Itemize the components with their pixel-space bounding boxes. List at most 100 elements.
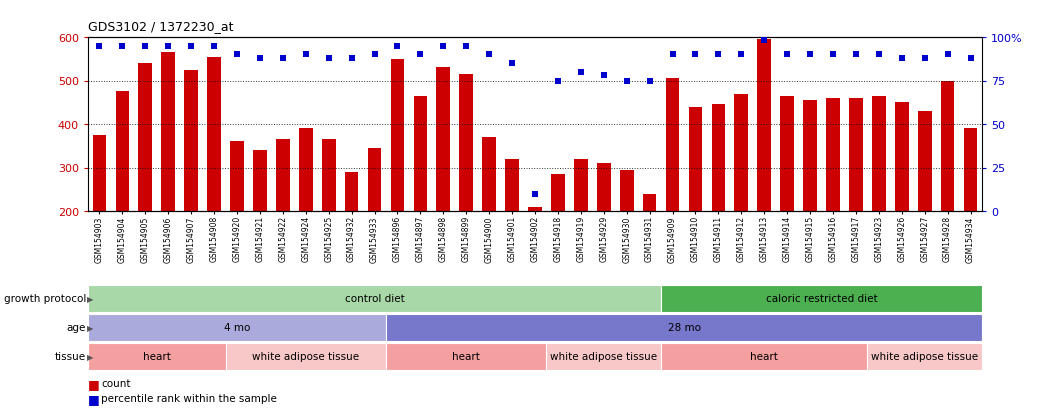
Point bbox=[572, 69, 589, 76]
Text: ■: ■ bbox=[88, 392, 100, 405]
Bar bbox=[386, 314, 982, 341]
Bar bbox=[620, 170, 634, 211]
Text: white adipose tissue: white adipose tissue bbox=[551, 351, 657, 362]
Bar bbox=[88, 343, 225, 370]
Bar bbox=[225, 343, 386, 370]
Point bbox=[917, 55, 933, 62]
Text: ▶: ▶ bbox=[87, 294, 93, 303]
Text: GDS3102 / 1372230_at: GDS3102 / 1372230_at bbox=[88, 20, 233, 33]
Point bbox=[779, 52, 795, 59]
Bar bbox=[941, 81, 954, 211]
Bar bbox=[867, 343, 982, 370]
Point bbox=[824, 52, 841, 59]
Bar bbox=[437, 68, 450, 211]
Point bbox=[504, 61, 521, 67]
Bar bbox=[872, 97, 886, 211]
Point bbox=[229, 52, 246, 59]
Bar bbox=[711, 105, 725, 211]
Text: 28 mo: 28 mo bbox=[668, 323, 701, 333]
Point bbox=[458, 43, 475, 50]
Bar bbox=[162, 53, 175, 211]
Text: heart: heart bbox=[143, 351, 171, 362]
Bar bbox=[597, 164, 611, 211]
Bar bbox=[88, 314, 386, 341]
Bar bbox=[88, 285, 661, 312]
Point bbox=[962, 55, 979, 62]
Point bbox=[733, 52, 750, 59]
Bar bbox=[414, 97, 427, 211]
Point bbox=[389, 43, 405, 50]
Point bbox=[665, 52, 681, 59]
Point bbox=[641, 78, 657, 85]
Bar bbox=[804, 101, 817, 211]
Bar bbox=[963, 129, 978, 211]
Bar bbox=[826, 99, 840, 211]
Bar bbox=[551, 175, 565, 211]
Text: count: count bbox=[101, 378, 131, 388]
Text: caloric restricted diet: caloric restricted diet bbox=[765, 294, 877, 304]
Text: white adipose tissue: white adipose tissue bbox=[252, 351, 360, 362]
Bar bbox=[185, 71, 198, 211]
Point bbox=[940, 52, 956, 59]
Bar bbox=[459, 75, 473, 211]
Point bbox=[688, 52, 704, 59]
Point bbox=[618, 78, 635, 85]
Text: growth protocol: growth protocol bbox=[3, 294, 86, 304]
Bar bbox=[643, 194, 656, 211]
Point bbox=[870, 52, 887, 59]
Text: age: age bbox=[66, 323, 86, 333]
Bar bbox=[482, 138, 496, 211]
Bar bbox=[689, 107, 702, 211]
Text: heart: heart bbox=[751, 351, 778, 362]
Point bbox=[320, 55, 337, 62]
Point bbox=[527, 191, 543, 197]
Point bbox=[275, 55, 291, 62]
Point bbox=[298, 52, 314, 59]
Bar bbox=[230, 142, 244, 211]
Point bbox=[252, 55, 269, 62]
Point bbox=[160, 43, 176, 50]
Bar bbox=[253, 151, 267, 211]
Bar bbox=[92, 135, 107, 211]
Bar bbox=[661, 343, 867, 370]
Point bbox=[412, 52, 428, 59]
Text: ▶: ▶ bbox=[87, 352, 93, 361]
Point bbox=[205, 43, 222, 50]
Bar bbox=[895, 103, 908, 211]
Point bbox=[137, 43, 153, 50]
Point bbox=[91, 43, 108, 50]
Point bbox=[435, 43, 451, 50]
Point bbox=[343, 55, 360, 62]
Point bbox=[183, 43, 199, 50]
Text: tissue: tissue bbox=[55, 351, 86, 362]
Bar bbox=[505, 159, 518, 211]
Text: control diet: control diet bbox=[344, 294, 404, 304]
Bar bbox=[757, 40, 772, 211]
Bar bbox=[528, 207, 542, 211]
Bar bbox=[299, 129, 312, 211]
Bar bbox=[344, 173, 359, 211]
Point bbox=[756, 38, 773, 45]
Point bbox=[366, 52, 383, 59]
Bar bbox=[666, 79, 679, 211]
Bar bbox=[391, 59, 404, 211]
Bar bbox=[138, 64, 152, 211]
Point bbox=[114, 43, 131, 50]
Point bbox=[550, 78, 566, 85]
Bar bbox=[734, 94, 748, 211]
Point bbox=[802, 52, 818, 59]
Text: 4 mo: 4 mo bbox=[224, 323, 250, 333]
Text: ■: ■ bbox=[88, 377, 100, 390]
Bar bbox=[386, 343, 546, 370]
Bar bbox=[276, 140, 289, 211]
Bar bbox=[780, 97, 794, 211]
Text: white adipose tissue: white adipose tissue bbox=[871, 351, 978, 362]
Bar bbox=[207, 57, 221, 211]
Bar bbox=[368, 149, 382, 211]
Text: ▶: ▶ bbox=[87, 323, 93, 332]
Point bbox=[894, 55, 910, 62]
Bar bbox=[546, 343, 661, 370]
Bar bbox=[918, 112, 931, 211]
Point bbox=[710, 52, 727, 59]
Bar bbox=[573, 159, 588, 211]
